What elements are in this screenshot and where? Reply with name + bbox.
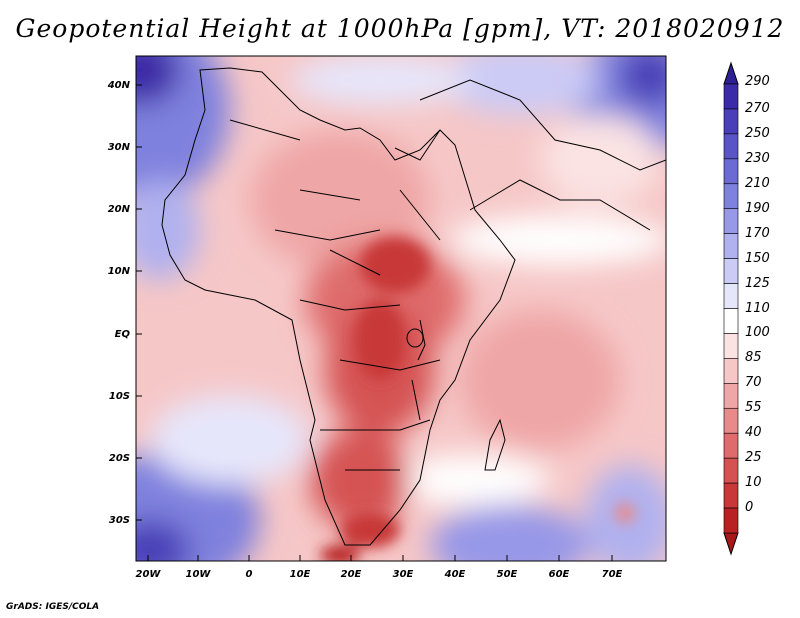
colorbar-top-triangle	[723, 61, 739, 85]
colorbar-swatch	[723, 358, 739, 384]
colorbar-label: 230	[745, 150, 770, 166]
colorbar-label: 25	[745, 450, 762, 466]
lat-label-30s: 30S	[108, 515, 130, 526]
colorbar-label: 270	[745, 100, 770, 116]
lon-label-60e: 60E	[548, 569, 570, 580]
colorbar-swatch	[723, 158, 739, 185]
colorbar-label: 250	[745, 125, 770, 141]
colorbar-swatch	[723, 83, 739, 110]
lon-label-10e: 10E	[289, 569, 311, 580]
colorbar-swatch	[723, 133, 739, 160]
colorbar-label: 55	[745, 400, 762, 416]
colorbar-swatch	[723, 457, 739, 484]
lat-label-10n: 10N	[107, 266, 130, 277]
colorbar-label: 190	[745, 200, 770, 216]
colorbar-label: 85	[745, 350, 762, 366]
colorbar-swatch	[723, 308, 739, 334]
lon-label-30e: 30E	[392, 569, 414, 580]
lat-label-eq: EQ	[114, 329, 130, 340]
map-title: Geopotential Height at 1000hPa [gpm], VT…	[15, 14, 785, 43]
lon-label-50e: 50E	[496, 569, 518, 580]
colorbar-swatch	[723, 507, 739, 534]
colorbar-label: 40	[745, 425, 762, 441]
colorbar-swatch	[723, 108, 739, 135]
lat-label-20s: 20S	[108, 453, 130, 464]
colorbar-label: 110	[745, 300, 770, 316]
colorbar-swatch	[723, 183, 739, 210]
colorbar-label: 150	[745, 250, 770, 266]
lat-label-40n: 40N	[107, 80, 130, 91]
lon-label-20e: 20E	[340, 569, 362, 580]
colorbar-label: 100	[745, 325, 770, 341]
lon-label-10w: 10W	[185, 569, 211, 580]
colorbar-swatch	[723, 432, 739, 459]
colorbar-label: 170	[745, 225, 770, 241]
colorbar-swatch	[723, 258, 739, 284]
colorbar-swatch	[723, 208, 739, 234]
colorbar	[723, 61, 739, 556]
lat-label-20n: 20N	[107, 204, 130, 215]
plot-frame	[135, 55, 667, 562]
colorbar-swatch	[723, 233, 739, 259]
colorbar-label: 10	[745, 475, 762, 491]
colorbar-swatch	[723, 383, 739, 409]
colorbar-swatch	[723, 333, 739, 359]
colorbar-swatch	[723, 283, 739, 309]
lat-label-10s: 10S	[108, 391, 130, 402]
height-field	[136, 56, 666, 561]
colorbar-label: 210	[745, 175, 770, 191]
colorbar-label: 125	[745, 275, 770, 291]
lon-label-70e: 70E	[601, 569, 623, 580]
colorbar-label: 290	[745, 74, 770, 89]
colorbar-label: 70	[745, 375, 762, 391]
lon-label-20w: 20W	[135, 569, 161, 580]
colorbar-swatch	[723, 407, 739, 434]
lat-label-30n: 30N	[107, 142, 130, 153]
lon-label-40e: 40E	[444, 569, 466, 580]
coastlines	[161, 67, 666, 546]
colorbar-bottom-triangle	[723, 532, 739, 556]
credit-text: GrADS: IGES/COLA	[6, 602, 100, 612]
colorbar-label: 0	[745, 500, 754, 516]
colorbar-swatch	[723, 482, 739, 509]
lon-label-0: 0	[245, 569, 253, 580]
axis-ticks	[136, 84, 613, 561]
